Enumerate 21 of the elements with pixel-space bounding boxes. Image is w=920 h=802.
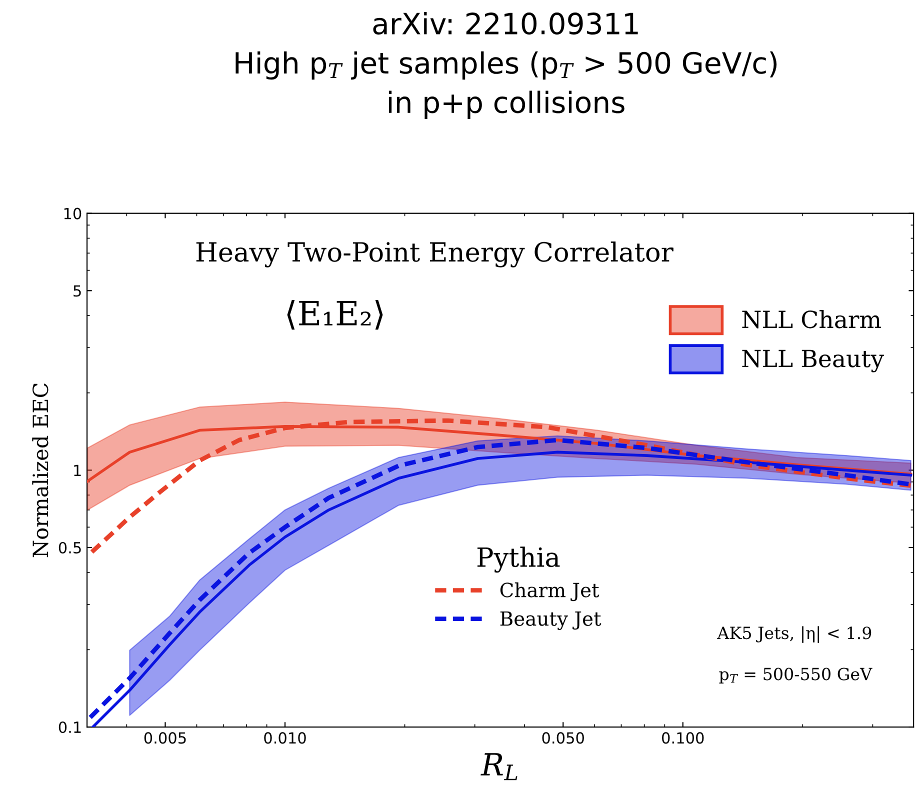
x-tick-label: 0.050 (542, 732, 584, 744)
annotation: p$_{T}$ = 500-550 GeV (719, 668, 872, 684)
y-tick-label: 1 (74, 464, 81, 476)
annotation: ⟨E₁E₂⟩ (287, 300, 383, 330)
legend-label: NLL Charm (742, 310, 881, 328)
legend-label: NLL Beauty (742, 350, 884, 372)
legend-title: Pythia (477, 546, 560, 573)
x-tick-label: 0.010 (264, 732, 306, 744)
annotation: AK5 Jets, |η| < 1.9 (717, 626, 872, 643)
y-axis-title: Normalized EEC (32, 384, 48, 558)
annotation: Heavy Two-Point Energy Correlator (196, 241, 674, 268)
y-tick-label: 0.1 (58, 721, 81, 734)
y-tick-label: 10 (64, 208, 82, 220)
y-tick-label: 0.5 (58, 542, 81, 554)
legend-label: Beauty Jet (500, 611, 602, 630)
x-tick-label: 0.100 (662, 732, 704, 744)
x-axis-title: R$_{L}$ (480, 753, 518, 780)
legend-label: Charm Jet (500, 582, 600, 602)
y-tick-label: 5 (74, 285, 81, 297)
chart-title: arXiv: 2210.09311 High p$_{T}$ jet samples (p$_{T}$ > 500 GeV/c) in p+p collisions (236, 12, 777, 119)
x-tick-label: 0.005 (144, 732, 186, 744)
